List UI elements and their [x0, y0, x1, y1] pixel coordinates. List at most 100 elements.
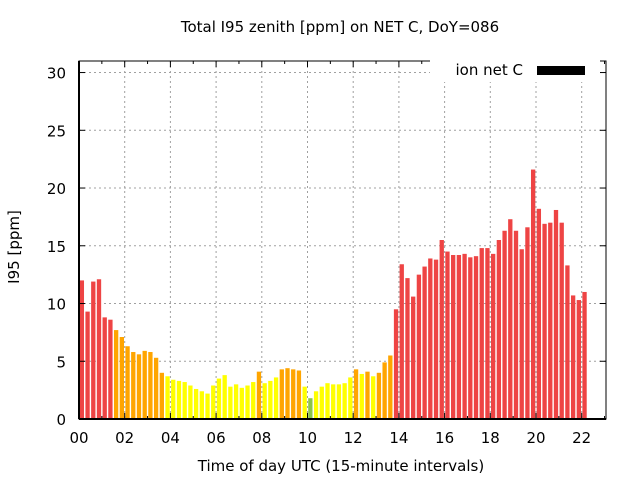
- bar: [85, 311, 90, 419]
- bar: [102, 317, 107, 419]
- bar: [245, 385, 250, 419]
- chart-title: Total I95 zenith [ppm] on NET C, DoY=086: [180, 18, 499, 36]
- bar: [131, 352, 136, 419]
- bar: [216, 378, 222, 419]
- bar: [188, 385, 193, 419]
- bar: [382, 362, 387, 419]
- bar: [313, 391, 319, 419]
- bar: [439, 240, 444, 419]
- bar: [565, 265, 570, 419]
- bar: [148, 352, 153, 419]
- bar: [165, 376, 170, 419]
- bar: [576, 300, 581, 419]
- bar: [502, 230, 507, 419]
- bar: [530, 169, 536, 419]
- bar: [199, 391, 204, 419]
- bar: [136, 354, 142, 419]
- bar: [308, 398, 313, 419]
- bar: [113, 330, 119, 419]
- legend: ion net C: [430, 60, 600, 82]
- bar: [211, 385, 216, 419]
- bar: [393, 309, 399, 419]
- bar: [548, 222, 553, 419]
- bar: [376, 372, 382, 419]
- bar: [159, 372, 164, 419]
- bar: [536, 208, 542, 419]
- bar: [336, 384, 342, 419]
- bar: [233, 384, 239, 419]
- bar: [222, 375, 227, 419]
- bar: [582, 291, 587, 419]
- bar: [559, 222, 564, 419]
- bar: [228, 386, 233, 419]
- bar: [262, 383, 267, 419]
- x-tick-label: 06: [207, 429, 226, 447]
- x-axis-label: Time of day UTC (15-minute intervals): [197, 457, 484, 475]
- x-tick-label: 14: [389, 429, 408, 447]
- bar: [542, 223, 547, 419]
- bar: [508, 219, 513, 419]
- bar: [525, 227, 530, 419]
- legend-background: [430, 60, 600, 82]
- x-tick-labels: 00 02 04 06 08 10 12 14 16 18 20 22: [69, 429, 591, 447]
- bar: [96, 279, 102, 419]
- bars: [79, 169, 587, 419]
- bar: [205, 393, 210, 419]
- bar: [331, 384, 336, 419]
- bar: [302, 386, 307, 419]
- bar: [348, 377, 353, 419]
- bar: [371, 376, 376, 419]
- bar: [491, 253, 496, 419]
- bar: [142, 350, 147, 419]
- x-tick-label: 02: [115, 429, 134, 447]
- legend-swatch: [537, 66, 585, 75]
- bar: [108, 319, 113, 419]
- bar: [239, 387, 244, 419]
- bar: [468, 257, 473, 419]
- bar: [388, 355, 393, 419]
- bar: [268, 380, 273, 419]
- bar: [171, 379, 176, 419]
- bar: [405, 278, 410, 419]
- x-tick-label: 08: [252, 429, 271, 447]
- bar: [433, 259, 439, 419]
- x-tick-label: 12: [344, 429, 363, 447]
- axes: [78, 60, 607, 420]
- bar: [176, 380, 182, 419]
- y-tick-label: 25: [47, 122, 66, 140]
- bar: [416, 274, 422, 419]
- y-tick-label: 5: [56, 353, 66, 371]
- bar: [451, 255, 456, 419]
- bar: [445, 251, 450, 419]
- bar: [325, 383, 330, 419]
- bar: [462, 253, 467, 419]
- bar: [485, 248, 490, 419]
- y-tick-label: 10: [47, 296, 66, 314]
- bar: [91, 281, 96, 419]
- bar: [273, 377, 279, 419]
- bar: [496, 240, 502, 419]
- bar: [411, 296, 416, 419]
- bar: [79, 280, 85, 419]
- bar: [570, 295, 576, 419]
- bar: [319, 386, 324, 419]
- bar: [473, 256, 479, 419]
- y-tick-label: 30: [47, 65, 66, 83]
- bar: [399, 264, 404, 419]
- bar: [353, 369, 359, 419]
- bar: [296, 370, 302, 419]
- bar: [291, 369, 296, 419]
- x-tick-label: 18: [481, 429, 500, 447]
- x-tick-label: 04: [161, 429, 180, 447]
- y-tick-label: 20: [47, 180, 66, 198]
- bar: [182, 382, 187, 419]
- bar: [193, 388, 199, 419]
- bar: [513, 230, 519, 419]
- x-tick-label: 00: [69, 429, 88, 447]
- bar: [479, 248, 484, 419]
- y-tick-label: 0: [56, 411, 66, 429]
- bar: [279, 369, 284, 419]
- bar: [365, 371, 370, 419]
- x-tick-label: 20: [526, 429, 545, 447]
